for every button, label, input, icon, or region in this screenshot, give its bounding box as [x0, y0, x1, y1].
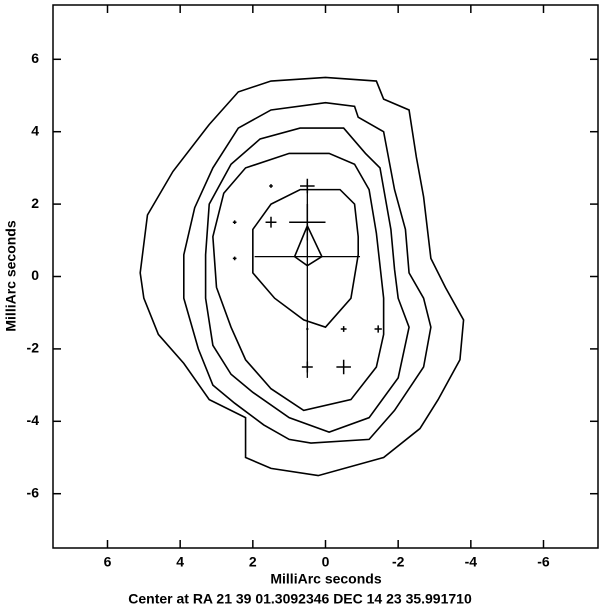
contour: [183, 101, 432, 444]
component-marker: [301, 361, 313, 373]
component-marker: [306, 327, 309, 331]
y-tick-label: -2: [27, 340, 40, 356]
y-tick-label: 6: [31, 50, 39, 66]
plot-frame: [52, 4, 599, 549]
y-axis-label: MilliArc seconds: [3, 220, 19, 331]
x-tick-label: -4: [465, 554, 478, 570]
contour: [139, 76, 465, 477]
component-marker: [374, 325, 382, 333]
y-tick-label: -4: [27, 412, 40, 428]
x-tick-label: -6: [537, 554, 550, 570]
y-tick-label: 0: [31, 267, 39, 283]
x-axis-label: MilliArc seconds: [270, 571, 381, 587]
contour: [293, 223, 323, 267]
component-marker: [336, 359, 351, 375]
component-marker: [232, 256, 237, 261]
component-marker: [289, 204, 326, 241]
contour: [252, 188, 360, 329]
x-tick-label: 6: [104, 554, 112, 570]
component-marker: [265, 216, 277, 228]
component-marker: [300, 178, 315, 194]
component-marker: [269, 184, 273, 188]
footer: Center at RA 21 39 01.3092346 DEC 14 23 …: [128, 591, 472, 607]
x-tick-label: 0: [322, 554, 330, 570]
contour: [204, 127, 410, 434]
y-tick-label: 2: [31, 195, 39, 211]
component-marker: [232, 220, 237, 225]
x-tick-label: 4: [176, 554, 184, 570]
contour: [212, 152, 385, 412]
x-tick-label: -2: [392, 554, 405, 570]
y-tick-label: 4: [31, 122, 39, 138]
y-tick-label: -6: [27, 484, 40, 500]
x-tick-label: 2: [249, 554, 257, 570]
component-marker: [340, 326, 347, 332]
